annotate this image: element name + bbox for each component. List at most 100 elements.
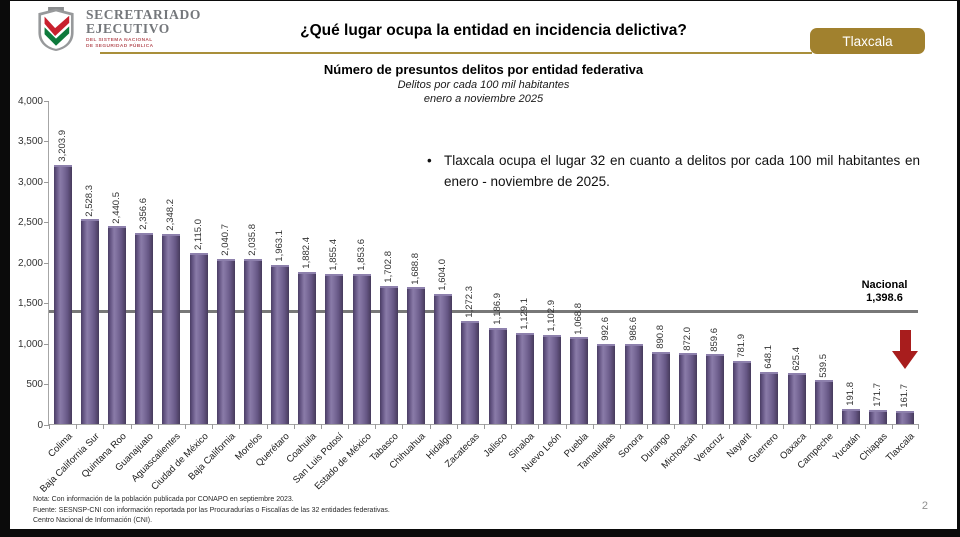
y-axis-label: 2,000: [17, 257, 43, 269]
x-axis-tick: [619, 424, 621, 429]
bar: [515, 332, 534, 424]
bar: [80, 219, 99, 424]
footnote-3: Centro Nacional de Información (CNI).: [33, 517, 153, 524]
bar-value-label: 1,963.1: [274, 230, 286, 262]
bar: [760, 371, 779, 424]
footnotes: Nota: Con información de la población pu…: [33, 495, 390, 527]
slide: SECRETARIADO EJECUTIVO DEL SISTEMA NACIO…: [10, 1, 957, 529]
bar-value-label: 2,528.3: [83, 184, 95, 217]
bar: [597, 343, 616, 424]
footnote-2: Fuente: SESNSP-CNI con información repor…: [33, 506, 390, 514]
y-axis-label: 3,500: [17, 136, 43, 147]
x-axis-tick: [103, 424, 105, 429]
bar: [542, 334, 561, 424]
x-axis-tick: [783, 424, 785, 429]
bar-value-label: 1,853.6: [355, 239, 367, 271]
bar-value-label: 2,356.6: [138, 198, 150, 231]
y-axis-tick: [44, 262, 49, 264]
y-axis-tick: [44, 222, 49, 223]
x-axis-tick: [49, 424, 50, 429]
y-axis-tick: [44, 100, 49, 102]
state-badge: Tlaxcala: [810, 28, 925, 54]
national-reference-line: [49, 310, 918, 314]
x-axis-tick: [320, 424, 322, 429]
bar-value-label: 1,186.9: [491, 293, 503, 325]
bar-value-label: 1,129.1: [518, 297, 530, 330]
y-axis-tick: [44, 384, 49, 385]
bar-value-label: 890.8: [654, 325, 666, 349]
sesnsp-shield-icon: [38, 7, 74, 51]
x-axis-tick: [484, 424, 485, 429]
x-axis-tick: [212, 424, 214, 429]
x-axis-tick: [375, 424, 377, 429]
bar-value-label: 1,604.0: [437, 259, 449, 292]
bullet-note: • Tlaxcala ocupa el lugar 32 en cuanto a…: [425, 150, 920, 192]
x-axis-tick: [511, 424, 513, 429]
y-axis-tick: [44, 141, 49, 142]
bar: [434, 294, 453, 424]
bar: [678, 353, 697, 424]
x-axis-tick: [157, 424, 159, 429]
page-title: ¿Qué lugar ocupa la entidad en incidenci…: [300, 22, 687, 39]
y-axis-tick: [44, 424, 49, 426]
logo-subtitle-line2: DE SEGURIDAD PÚBLICA: [86, 44, 154, 49]
bar: [733, 360, 752, 424]
bar: [162, 233, 181, 424]
x-axis-tick: [402, 424, 404, 429]
x-axis-tick: [810, 424, 812, 429]
x-axis-tick: [266, 424, 268, 429]
bar: [869, 410, 888, 424]
y-axis-label: 1,500: [17, 298, 43, 309]
bar: [407, 287, 426, 424]
x-axis-tick: [592, 424, 594, 429]
bar: [814, 380, 833, 424]
footnote-1: Nota: Con información de la población pu…: [33, 496, 294, 503]
bar: [352, 273, 371, 424]
bar: [298, 271, 317, 424]
bar: [896, 410, 915, 424]
bar-value-label: 2,440.5: [110, 191, 122, 224]
bar-value-label: 872.0: [681, 326, 693, 351]
highlight-arrow-down-icon: [892, 329, 919, 369]
bar: [379, 286, 398, 424]
bar: [624, 344, 643, 424]
bar-value-label: 648.1: [763, 344, 775, 369]
x-axis-tick: [565, 424, 567, 429]
bar: [842, 408, 861, 424]
bar: [189, 252, 208, 424]
x-axis-tick: [538, 424, 540, 429]
x-axis-tick: [348, 424, 350, 429]
bar: [706, 354, 725, 424]
bar-value-label: 781.9: [736, 333, 748, 358]
x-axis-tick: [837, 424, 839, 429]
bar-value-label: 2,348.2: [165, 199, 177, 231]
x-axis-tick: [891, 424, 893, 429]
national-reference-name: Nacional: [861, 278, 908, 291]
x-axis-tick: [864, 424, 866, 429]
bar-chart-plot: Nacional 1,398.6 4,000 3,500 3,000 2,500 2,0…: [18, 96, 919, 495]
chart-title: Número de presuntos delitos por entidad …: [323, 62, 644, 77]
x-axis-tick: [429, 424, 431, 429]
x-axis-tick: [76, 424, 78, 429]
bar-value-label: 992.6: [600, 316, 612, 341]
bar-value-label: 1,702.8: [382, 251, 394, 284]
bar-value-label: 986.6: [627, 317, 639, 342]
bar-value-label: 1,272.3: [464, 286, 476, 318]
logo-subtitle-line1: DEL SISTEMA NACIONAL: [86, 38, 153, 43]
y-axis-label: 500: [26, 379, 43, 390]
bar: [243, 259, 262, 424]
header-divider: [100, 52, 812, 54]
bar: [135, 233, 154, 424]
bar: [53, 164, 72, 424]
bar: [325, 273, 344, 424]
logo-title-line1: SECRETARIADO: [86, 7, 201, 22]
y-axis-label: 1,000: [17, 338, 43, 350]
national-reference-value: 1,398.6: [866, 291, 903, 304]
x-axis-tick: [239, 424, 241, 429]
bar-value-label: 1,882.4: [301, 236, 313, 269]
bullet-text: Tlaxcala ocupa el lugar 32 en cuanto a d…: [444, 153, 920, 189]
bar-value-label: 3,203.9: [56, 129, 68, 162]
bar-value-label: 539.5: [817, 353, 829, 378]
bar: [107, 226, 126, 424]
bar-value-label: 2,115.0: [192, 218, 204, 250]
